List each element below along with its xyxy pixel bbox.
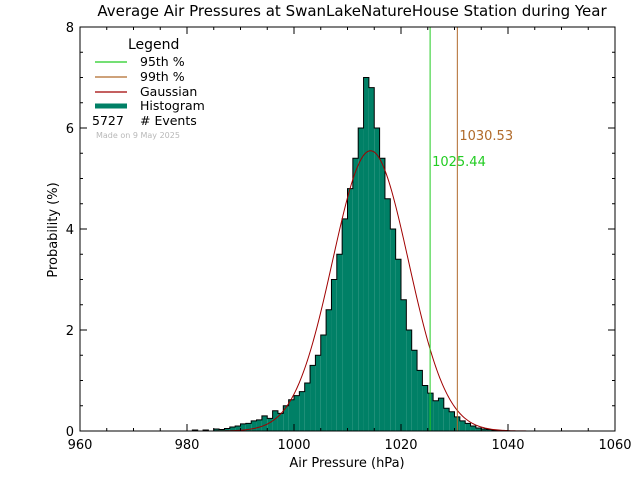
histogram-bar xyxy=(475,427,482,431)
histogram-bar xyxy=(395,259,401,431)
histogram-outline xyxy=(191,77,509,432)
x-tick-label: 960 xyxy=(68,438,93,453)
legend: Legend 95th % 99th % Gaussian Histogram … xyxy=(92,37,205,140)
histogram-bar xyxy=(438,398,444,431)
histogram-bar xyxy=(245,423,252,431)
histogram-bar xyxy=(465,423,471,431)
histogram-bar xyxy=(363,77,369,431)
histogram-bar xyxy=(358,128,364,431)
histogram-bar xyxy=(304,383,311,431)
legend-item-histogram: Histogram xyxy=(140,98,205,113)
y-tick-label: 2 xyxy=(66,324,74,339)
legend-events-count: 5727 xyxy=(92,113,124,128)
x-tick-label: 1060 xyxy=(598,438,631,453)
made-on-stamp: Made on 9 May 2025 xyxy=(96,131,180,140)
histogram-bar xyxy=(283,405,289,431)
histogram-bar xyxy=(229,426,236,431)
x-tick-label: 1000 xyxy=(277,438,310,453)
histogram-bar xyxy=(320,335,327,431)
histogram-bar xyxy=(224,428,230,431)
legend-item-p95: 95th % xyxy=(140,54,185,69)
histogram-bar xyxy=(481,428,487,431)
percentile-95-label: 1025.44 xyxy=(432,155,486,170)
histogram-bar xyxy=(294,395,300,431)
x-tick-label: 1020 xyxy=(384,438,417,453)
histogram-bar xyxy=(486,429,492,431)
histogram-bar xyxy=(277,413,284,431)
histogram-bar xyxy=(368,87,375,431)
histogram-bar xyxy=(251,420,257,431)
percentile-99-label: 1030.53 xyxy=(459,129,513,144)
histogram-bar xyxy=(342,218,348,431)
x-tick-label: 980 xyxy=(175,438,200,453)
histogram-bar xyxy=(272,410,278,431)
legend-item-gaussian: Gaussian xyxy=(140,84,197,99)
y-tick-label: 4 xyxy=(66,223,74,238)
histogram-bar xyxy=(470,425,476,431)
histogram-bar xyxy=(411,350,418,431)
y-axis-label: Probability (%) xyxy=(46,182,61,277)
histogram-bar xyxy=(406,330,412,431)
histogram-bar xyxy=(379,158,385,432)
histogram-bar xyxy=(256,419,262,431)
histogram-bar xyxy=(443,408,450,431)
x-axis-label: Air Pressure (hPa) xyxy=(289,456,404,471)
histogram-bar xyxy=(331,279,337,431)
histogram-bar xyxy=(299,391,305,431)
histogram-bar xyxy=(422,385,428,431)
histogram-bar xyxy=(352,158,359,432)
histogram-bar xyxy=(288,399,294,431)
chart-title: Average Air Pressures at SwanLakeNatureH… xyxy=(97,2,607,20)
y-tick-label: 8 xyxy=(66,21,74,36)
histogram-bar xyxy=(261,415,268,431)
legend-title: Legend xyxy=(128,37,179,53)
histogram-bar xyxy=(326,309,332,431)
histogram-bar xyxy=(401,299,407,431)
histogram-bar xyxy=(384,198,391,431)
plot-frame xyxy=(79,26,616,432)
histogram-bar xyxy=(336,254,343,431)
plot-area: 1025.44 1030.53 960 980 1000 1020 1040 1060 0 2 4 6… xyxy=(66,21,632,453)
histogram-bar xyxy=(219,429,225,431)
histogram-bar xyxy=(267,418,273,431)
y-tick-label: 6 xyxy=(66,122,74,137)
histogram-bar xyxy=(491,429,498,431)
legend-item-p99: 99th % xyxy=(140,69,185,84)
histogram-bar xyxy=(310,365,316,431)
y-tick-label: 0 xyxy=(66,425,74,440)
histogram-bar xyxy=(240,423,246,431)
histogram-bar xyxy=(374,128,380,431)
histogram-bar xyxy=(459,420,466,431)
x-tick-label: 1040 xyxy=(491,438,524,453)
legend-events-label: # Events xyxy=(140,113,197,128)
histogram-bar xyxy=(315,355,321,431)
histogram-bar xyxy=(390,229,396,431)
histogram-bar xyxy=(235,425,241,431)
histogram-bar xyxy=(433,400,439,431)
histogram-bar xyxy=(213,428,220,431)
histogram-bar xyxy=(347,188,353,431)
histogram-bar xyxy=(449,411,455,431)
histogram-bar xyxy=(417,370,423,431)
